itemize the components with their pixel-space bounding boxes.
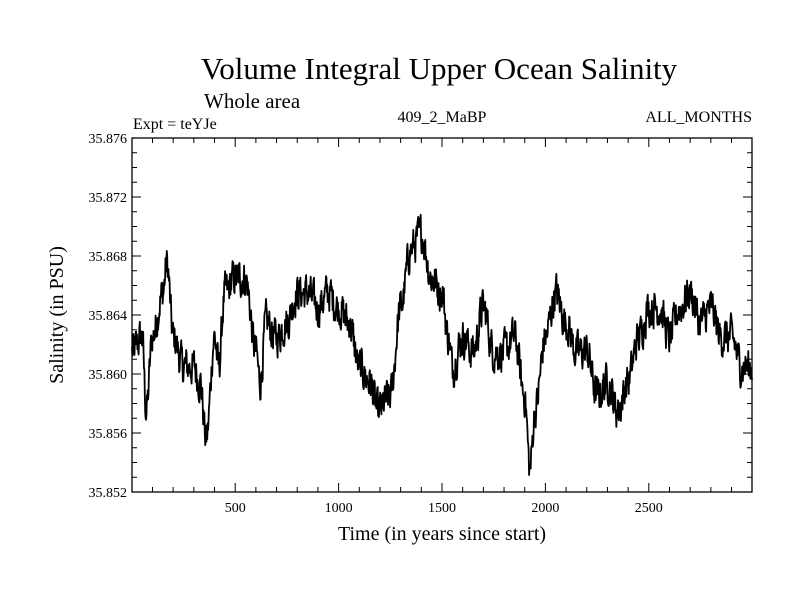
y-tick-label: 35.852 <box>89 486 128 501</box>
period-label: ALL_MONTHS <box>645 109 752 126</box>
expt-label: Expt = teYJe <box>133 116 217 133</box>
salinity-series-line <box>131 213 753 476</box>
x-tick-label: 2500 <box>635 501 663 516</box>
y-tick-label: 35.860 <box>89 368 128 383</box>
y-tick-label: 35.856 <box>89 427 128 442</box>
y-tick-label: 35.872 <box>89 191 128 206</box>
tick-labels: 500 1000 1500 2000 2500 35.852 35.856 35.860 35.… <box>89 132 663 516</box>
x-tick-label: 1500 <box>428 501 456 516</box>
x-tick-label: 2000 <box>531 501 559 516</box>
run-label: 409_2_MaBP <box>398 109 487 126</box>
x-tick-label: 500 <box>225 501 246 516</box>
chart-title: Volume Integral Upper Ocean Salinity <box>201 51 678 86</box>
y-tick-label: 35.864 <box>89 309 128 324</box>
axis-ticks <box>132 137 752 493</box>
x-axis-label: Time (in years since start) <box>338 523 546 545</box>
y-axis-label: Salinity (in PSU) <box>46 246 68 384</box>
plot-frame <box>131 137 753 493</box>
x-tick-label: 1000 <box>325 501 353 516</box>
y-tick-label: 35.868 <box>89 250 128 265</box>
chart-subtitle: Whole area <box>204 89 301 113</box>
y-tick-label: 35.876 <box>89 132 128 147</box>
